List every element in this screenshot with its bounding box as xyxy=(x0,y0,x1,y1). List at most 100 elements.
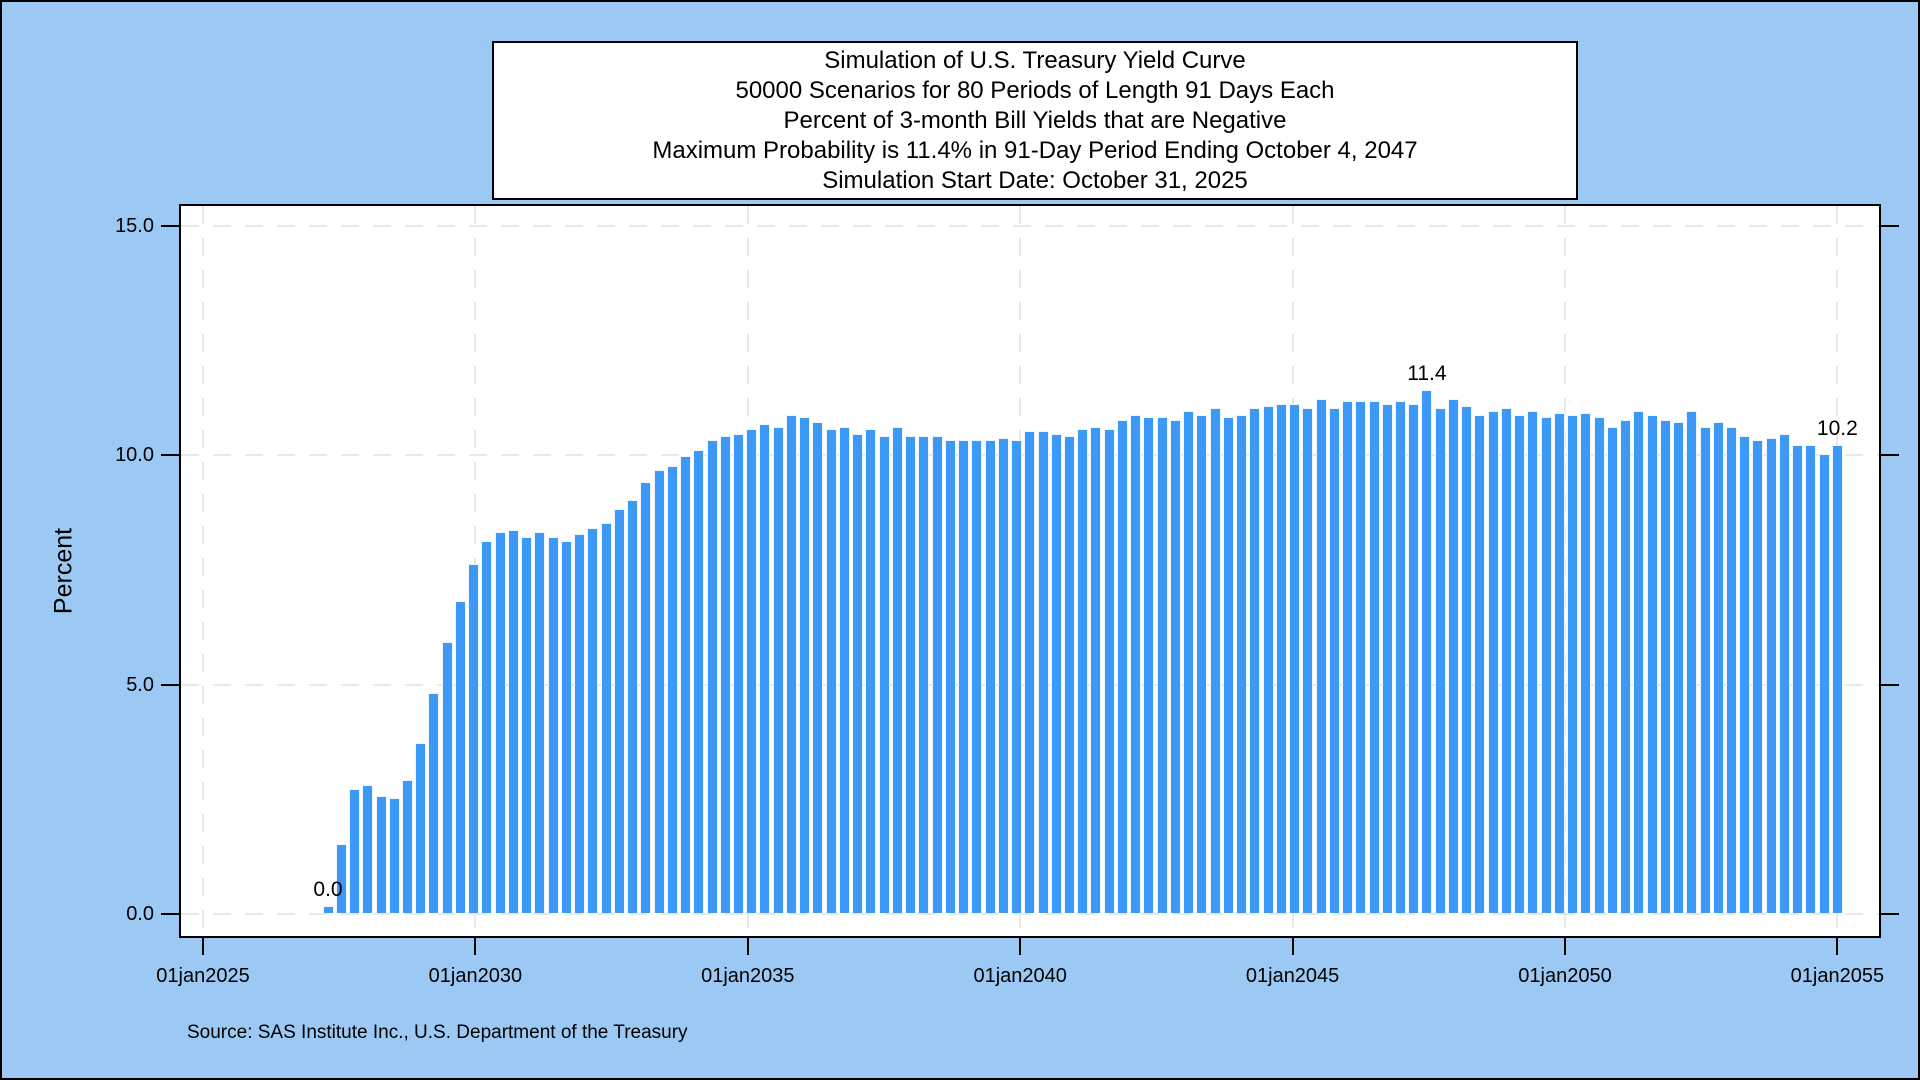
bar xyxy=(1765,438,1777,913)
bar xyxy=(1196,415,1208,913)
bar xyxy=(785,415,797,913)
bar xyxy=(1659,420,1671,913)
bar xyxy=(653,470,665,913)
bar xyxy=(719,436,731,913)
bar xyxy=(984,440,996,913)
x-tick-label: 01jan2025 xyxy=(156,965,250,987)
bar xyxy=(1249,408,1261,913)
bar xyxy=(732,434,744,913)
bar xyxy=(441,642,453,913)
y-tick-label: 5.0 xyxy=(126,673,154,696)
source-note: Source: SAS Institute Inc., U.S. Departm… xyxy=(187,1022,688,1043)
y-axis-title: Percent xyxy=(49,527,78,615)
chart-title-line-1: Simulation of U.S. Treasury Yield Curve xyxy=(824,46,1246,74)
bar xyxy=(759,424,771,913)
bar xyxy=(944,440,956,913)
chart-title-line-5: Simulation Start Date: October 31, 2025 xyxy=(822,166,1248,194)
bar xyxy=(971,440,983,913)
bar xyxy=(640,482,652,913)
bar xyxy=(1474,415,1486,913)
x-axis-tick xyxy=(1291,938,1294,955)
first-bar-value-label: 0.0 xyxy=(313,878,343,902)
bar xyxy=(865,429,877,913)
bar xyxy=(1673,422,1684,913)
x-axis-tick xyxy=(1564,938,1566,955)
bar xyxy=(1752,440,1764,913)
chart-title-line-4: Maximum Probability is 11.4% in 91-Day P… xyxy=(652,136,1418,164)
bar xyxy=(838,427,850,913)
x-tick-label: 01jan2045 xyxy=(1245,965,1340,987)
bar xyxy=(1646,415,1658,913)
bar xyxy=(1077,429,1089,913)
bar xyxy=(958,440,969,913)
y-tick-label: 0.0 xyxy=(126,903,154,925)
bar xyxy=(521,537,533,913)
y-axis-tick-left xyxy=(161,913,179,915)
bar xyxy=(1805,445,1817,913)
plot-area xyxy=(179,204,1881,938)
bar xyxy=(1355,401,1367,913)
bar xyxy=(905,436,917,913)
y-gridline xyxy=(181,913,1879,915)
bar xyxy=(1434,408,1446,913)
y-axis-tick-left xyxy=(161,683,179,686)
bar xyxy=(574,534,586,913)
x-tick-label: 01jan2040 xyxy=(973,965,1067,987)
bar xyxy=(362,785,374,913)
bar xyxy=(1818,454,1830,913)
bar xyxy=(1116,420,1128,913)
last-bar-value-label: 10.2 xyxy=(1816,417,1858,441)
bar xyxy=(1831,445,1843,913)
y-tick-label: 15.0 xyxy=(115,214,154,237)
bar xyxy=(613,509,625,913)
bar xyxy=(1342,401,1353,913)
bar xyxy=(1553,413,1565,913)
bar xyxy=(1222,417,1234,913)
bar xyxy=(1500,408,1512,913)
bar xyxy=(468,564,480,913)
bar xyxy=(1792,445,1804,913)
bar xyxy=(1050,434,1062,913)
bar xyxy=(1739,436,1751,913)
bar xyxy=(1567,415,1579,913)
bar xyxy=(1103,429,1115,913)
x-tick-label: 01jan2055 xyxy=(1790,965,1885,987)
bar xyxy=(1130,415,1142,913)
bar xyxy=(1421,390,1433,913)
x-gridline xyxy=(1564,206,1566,936)
x-axis-tick xyxy=(202,938,204,955)
bar xyxy=(918,436,930,913)
bar xyxy=(1275,404,1287,913)
bar xyxy=(375,796,387,913)
bar xyxy=(547,537,559,913)
bar xyxy=(322,906,334,913)
bar xyxy=(746,429,758,913)
chart-title-line-2: 50000 Scenarios for 80 Periods of Length… xyxy=(735,76,1335,104)
bar xyxy=(401,780,413,913)
bar xyxy=(997,438,1009,913)
bar xyxy=(1381,404,1393,913)
x-tick-label: 01jan2035 xyxy=(701,965,795,987)
y-axis-tick-right xyxy=(1881,683,1899,686)
y-axis-tick-right xyxy=(1881,224,1899,227)
y-axis-tick-left xyxy=(161,454,179,457)
bar xyxy=(666,466,678,913)
y-tick-label: 10.0 xyxy=(115,444,154,467)
bar xyxy=(1183,411,1195,913)
chart-title-line-3: Percent of 3-month Bill Yields that are … xyxy=(783,106,1287,134)
x-tick-label: 01jan2050 xyxy=(1518,965,1612,987)
bar xyxy=(415,743,427,913)
bar xyxy=(1302,408,1314,913)
bar xyxy=(1540,417,1552,913)
bar xyxy=(1024,431,1036,913)
bar xyxy=(1394,401,1406,913)
bar xyxy=(1063,436,1075,913)
bar xyxy=(812,422,824,913)
x-axis-tick xyxy=(746,938,749,955)
bar xyxy=(1090,427,1102,913)
bar xyxy=(1328,408,1340,913)
bar xyxy=(1262,406,1274,913)
y-axis-tick-right xyxy=(1881,454,1899,457)
bar xyxy=(587,528,599,913)
